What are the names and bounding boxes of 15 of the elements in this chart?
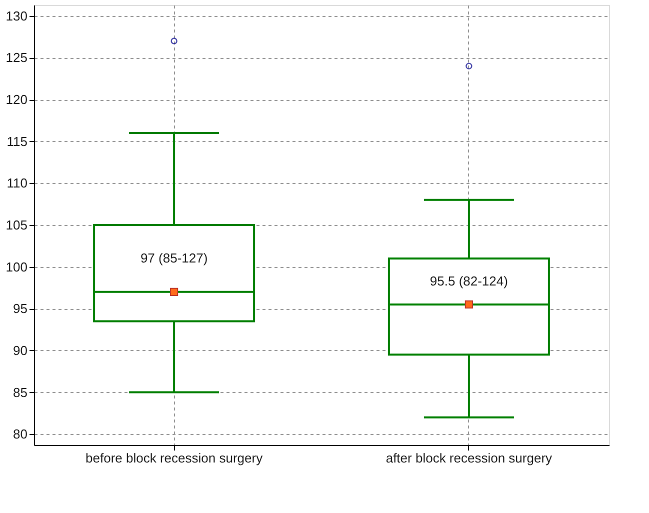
y-tick-label: 125 bbox=[6, 50, 28, 66]
y-tick-label: 80 bbox=[13, 426, 28, 442]
y-tick-label: 110 bbox=[6, 176, 28, 191]
y-tick-label: 115 bbox=[6, 134, 28, 149]
x-tick-label: after block recession surgery bbox=[386, 450, 553, 466]
y-tick-label: 95 bbox=[13, 301, 28, 316]
annotation: 97 (85-127) bbox=[140, 250, 208, 266]
y-tick-label: 130 bbox=[6, 8, 28, 24]
x-tick-label: before block recession surgery bbox=[86, 450, 264, 466]
y-tick-label: 85 bbox=[13, 384, 28, 400]
annotation: 95.5 (82-124) bbox=[430, 273, 508, 288]
y-tick-label: 90 bbox=[13, 342, 28, 358]
y-tick-label: 120 bbox=[6, 92, 28, 108]
y-tick-label: 100 bbox=[6, 259, 28, 274]
y-tick-label: 105 bbox=[6, 218, 28, 232]
